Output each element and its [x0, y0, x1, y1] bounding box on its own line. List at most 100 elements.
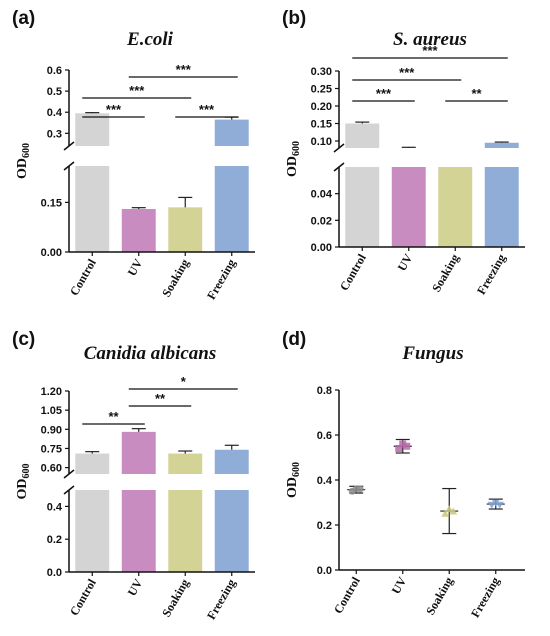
- y-tick-label: 0.6: [317, 430, 332, 442]
- bar-soaking: [438, 160, 473, 247]
- y-axis-label: OD600: [285, 141, 302, 177]
- y-tick-label: 0.02: [311, 215, 332, 227]
- panel-b-saureus: (b) S. aureus OD600 Control UV Soaking Freezin…: [282, 8, 526, 297]
- y-tick-label: 0.4: [47, 501, 63, 513]
- data-point-freezing: [487, 501, 496, 509]
- x-tick-label-soaking: Soaking: [423, 575, 456, 618]
- axis-break-mark: [333, 143, 345, 153]
- y-tick-label: 1.20: [41, 386, 62, 398]
- x-tick-label-control: Control: [67, 576, 99, 618]
- bar-soaking-upper: [168, 453, 203, 474]
- panel-title: Canidia albicans: [84, 343, 217, 364]
- y-tick-label: 0.60: [41, 463, 62, 475]
- panel-title: S. aureus: [393, 29, 467, 50]
- y-tick-label: 0.15: [41, 197, 62, 209]
- bar-freezing: [484, 167, 519, 247]
- panel-c-candida: (c) Canidia albicans OD600 Control UV Soaking…: [12, 329, 256, 622]
- bar-uv: [121, 209, 156, 252]
- data-point-control: [356, 485, 364, 493]
- y-tick-label: 0.10: [311, 136, 332, 148]
- x-tick-label-uv: UV: [389, 574, 410, 596]
- axis-break-mark: [63, 485, 75, 495]
- y-tick-label: 0.90: [41, 424, 62, 436]
- y-tick-label: 0.0: [47, 567, 62, 579]
- panel-label: (d): [282, 329, 306, 350]
- bar-control-upper: [345, 123, 380, 148]
- x-tick-label-control: Control: [67, 256, 99, 298]
- bar-soaking: [168, 490, 203, 572]
- y-axis-label: OD600: [285, 462, 302, 498]
- x-tick-label-control: Control: [337, 251, 369, 293]
- y-tick-label: 1.05: [41, 405, 62, 417]
- bar-freezing: [214, 490, 249, 572]
- x-tick-label-uv: UV: [125, 576, 146, 598]
- bar-freezing-upper: [484, 142, 519, 148]
- y-tick-label: 0.04: [311, 189, 333, 201]
- x-tick-label-freezing: Freezing: [204, 257, 238, 302]
- x-tick-label-freezing: Freezing: [468, 575, 502, 620]
- bar-uv: [391, 167, 426, 247]
- panel-label: (a): [12, 8, 35, 29]
- significance-label: **: [155, 391, 166, 406]
- significance-label: **: [108, 409, 119, 424]
- y-tick-label: 0.30: [311, 66, 332, 78]
- y-tick-label: 0.4: [317, 475, 333, 487]
- significance-label: **: [471, 86, 482, 101]
- y-tick-label: 0.8: [317, 385, 332, 397]
- panel-label: (c): [12, 329, 35, 350]
- x-tick-label-soaking: Soaking: [159, 577, 192, 620]
- y-tick-label: 0.2: [317, 520, 332, 532]
- y-tick-label: 0.25: [311, 84, 332, 96]
- bar-freezing: [214, 166, 249, 252]
- data-point-freezing: [491, 499, 500, 507]
- axis-break-mark: [63, 469, 75, 479]
- significance-label: ***: [422, 43, 438, 58]
- bar-freezing-upper: [214, 449, 249, 474]
- significance-label: ***: [106, 102, 122, 117]
- axis-break-band: [340, 148, 526, 167]
- data-point-freezing: [495, 501, 504, 509]
- y-tick-label: 0.3: [47, 128, 62, 140]
- panel-a-ecoli: (a) E.coli OD600 Control UV Soaking Freezing 0.…: [12, 8, 256, 302]
- axis-break-mark: [63, 161, 75, 171]
- panel-title: E.coli: [126, 29, 174, 50]
- y-tick-label: 0.4: [47, 107, 63, 119]
- y-tick-label: 0.15: [311, 119, 332, 131]
- significance-label: ***: [376, 86, 392, 101]
- y-tick-label: 0.00: [41, 247, 62, 259]
- x-tick-label-freezing: Freezing: [474, 252, 508, 297]
- panel-label: (b): [282, 8, 306, 29]
- x-tick-label-freezing: Freezing: [204, 577, 238, 622]
- bar-uv-upper: [121, 431, 156, 474]
- bar-control: [75, 166, 110, 252]
- data-point-soaking: [445, 505, 454, 513]
- significance-label: ***: [129, 83, 145, 98]
- axis-break-mark: [333, 162, 345, 172]
- significance-label: ***: [176, 62, 192, 77]
- x-tick-label-soaking: Soaking: [429, 252, 462, 295]
- y-tick-label: 0.5: [47, 86, 62, 98]
- bar-control-upper: [75, 453, 110, 474]
- axis-break-mark: [63, 141, 75, 151]
- panel-d-fungus: (d) Fungus OD600 0.0 0.2 0.4 0.6 0.8 Control UV So…: [282, 329, 525, 620]
- significance-label: *: [181, 374, 187, 389]
- y-tick-label: 0.6: [47, 65, 62, 77]
- data-point-soaking: [441, 509, 450, 517]
- bar-freezing-upper: [214, 119, 249, 146]
- bar-control: [75, 490, 110, 572]
- data-point-soaking: [449, 507, 458, 515]
- y-tick-label: 0.0: [317, 565, 332, 577]
- data-point-uv: [399, 440, 407, 448]
- y-tick-label: 0.20: [311, 101, 332, 113]
- bar-soaking: [168, 207, 203, 252]
- y-axis-label: OD600: [15, 143, 32, 179]
- significance-label: ***: [199, 102, 215, 117]
- axis-break-band: [70, 146, 256, 166]
- x-tick-label-uv: UV: [125, 256, 146, 278]
- y-axis-label: OD600: [15, 464, 32, 500]
- x-tick-label-control: Control: [331, 574, 363, 616]
- significance-label: ***: [399, 65, 415, 80]
- bar-uv: [121, 490, 156, 572]
- x-tick-label-uv: UV: [395, 251, 416, 273]
